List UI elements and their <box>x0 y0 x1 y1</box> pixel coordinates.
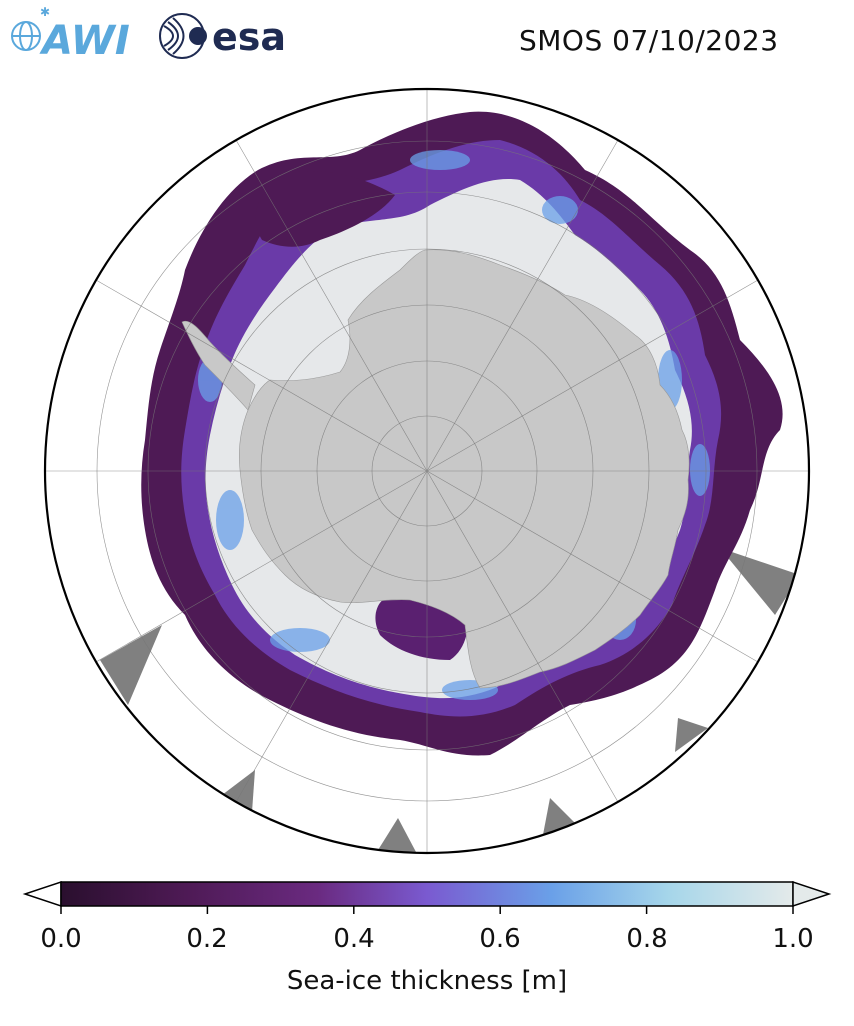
antarctic-peninsula <box>181 320 256 411</box>
colorbar-ticks <box>60 906 794 914</box>
colorbar-extend-high <box>792 880 832 908</box>
esa-logo: esa <box>159 13 286 59</box>
map-boundary <box>43 87 811 855</box>
esa-logo-text: esa <box>212 15 286 59</box>
svg-text:✱: ✱ <box>40 6 50 19</box>
colorbar-extend-low <box>22 880 62 908</box>
colorbar-tick-label: 0.2 <box>186 924 228 954</box>
antarctic-map <box>43 87 811 855</box>
antarctica-land <box>238 249 690 689</box>
colorbar-label: Sea-ice thickness [m] <box>286 966 568 996</box>
awi-logo: ✱ AWI <box>11 6 130 62</box>
colorbar-tick-label: 0.8 <box>626 924 668 954</box>
colorbar-tick-label: 0.0 <box>40 924 82 954</box>
colorbar-gradient <box>60 881 794 907</box>
awi-logo-text: AWI <box>39 18 130 62</box>
colorbar <box>22 880 832 914</box>
colorbar-tick-label: 0.4 <box>333 924 375 954</box>
colorbar-tick-label: 1.0 <box>772 924 814 954</box>
colorbar-tick-label: 0.6 <box>479 924 521 954</box>
map-title: SMOS 07/10/2023 <box>519 24 779 57</box>
longitude-gridlines <box>45 89 809 853</box>
